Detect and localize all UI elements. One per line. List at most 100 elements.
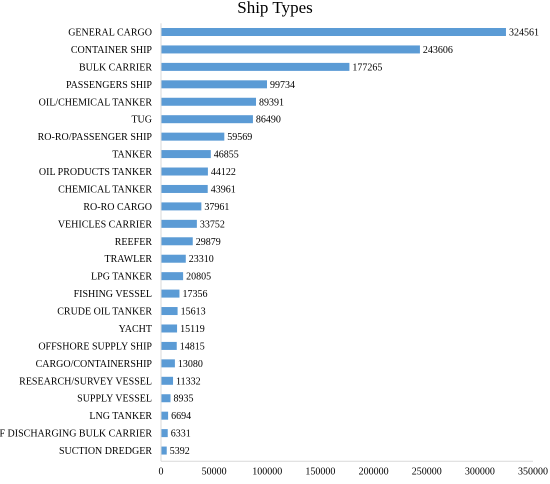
bar-group: OFFSHORE SUPPLY SHIP 14815 [38,341,204,352]
bar [161,28,506,36]
bar [161,62,350,71]
bar-group: LPG TANKER 20805 [91,272,211,283]
category-label: SUCTION DREDGER [59,446,152,457]
x-tick-label: 300000 [465,466,495,477]
category-label: OIL/CHEMICAL TANKER [39,97,153,108]
bar-group: FISHING VESSEL 17356 [74,289,208,300]
category-label: RO-RO CARGO [83,202,152,213]
category-label: CHEMICAL TANKER [58,184,152,195]
data-label: 243606 [423,45,453,56]
bar [161,132,225,141]
bar [161,324,178,333]
bar-group: GENERAL CARGO 324561 [68,28,539,39]
x-tick-label: 250000 [412,466,442,477]
bar-group: LNG TANKER 6694 [89,411,191,422]
data-label: 11332 [176,376,201,387]
data-label: 6331 [171,429,191,440]
category-label: CONTAINER SHIP [71,45,153,56]
category-label: RO-RO/PASSENGER SHIP [38,132,153,143]
bar [161,289,180,298]
x-tick-label: 0 [159,466,164,477]
category-label: OFFSHORE SUPPLY SHIP [38,341,152,352]
category-label: SELF DISCHARGING BULK CARRIER [0,429,152,440]
bar [161,376,174,385]
bar-group: CHEMICAL TANKER 43961 [58,184,236,195]
data-label: 59569 [227,132,252,143]
bar-group: SUCTION DREDGER 5392 [59,446,190,457]
bar-group: TANKER 46855 [112,150,239,161]
bar [161,115,253,124]
bar [161,394,171,403]
category-label: FISHING VESSEL [74,289,152,300]
bar [161,167,208,176]
bar-group: CARGO/CONTAINERSHIP 13080 [36,359,203,370]
data-label: 8935 [174,394,194,405]
category-label: OIL PRODUCTS TANKER [39,167,152,178]
bar [161,341,177,350]
category-label: PASSENGERS SHIP [66,80,152,91]
category-label: CARGO/CONTAINERSHIP [36,359,153,370]
x-tick-label: 100000 [252,466,282,477]
bar [161,307,178,316]
data-label: 99734 [270,80,295,91]
bar-group: RO-RO CARGO 37961 [83,202,229,213]
data-label: 15613 [181,307,206,318]
data-label: 6694 [171,411,191,422]
data-label: 46855 [214,150,239,161]
bar-group: VEHICLES CARRIER 33752 [58,219,225,230]
x-tick-label: 150000 [305,466,335,477]
x-tick-label: 350000 [518,466,548,477]
data-label: 15119 [180,324,205,335]
x-ticks-layer: 0 50000 100000 150000 200000 250000 300000 3500… [159,466,549,477]
category-label: TUG [131,115,152,126]
bar [161,97,257,106]
bar [161,272,184,281]
category-label: YACHT [119,324,152,335]
bar [161,150,211,159]
data-label: 17356 [182,289,207,300]
bar-group: RESEARCH/SURVEY VESSEL 11332 [19,376,201,387]
category-label: LNG TANKER [89,411,152,422]
bar [161,446,167,455]
bar-group: CONTAINER SHIP 243606 [71,45,453,56]
data-label: 37961 [204,202,229,213]
category-label: TANKER [112,150,152,161]
bar [161,254,186,263]
bar-group: RO-RO/PASSENGER SHIP 59569 [38,132,253,143]
bar [161,45,420,54]
bar-group: TUG 86490 [131,115,280,126]
bar [161,429,168,438]
bar-group: BULK CARRIER 177265 [79,62,382,73]
category-label: VEHICLES CARRIER [58,219,153,230]
category-label: SUPPLY VESSEL [77,394,152,405]
category-label: CRUDE OIL TANKER [57,307,152,318]
bar [161,80,267,89]
bar-group: REEFER 29879 [115,237,221,248]
data-label: 23310 [189,254,214,265]
bar [161,359,175,368]
chart-title: Ship Types [237,0,312,17]
bar-group: YACHT 15119 [119,324,205,335]
data-label: 89391 [259,97,284,108]
bars-layer: GENERAL CARGO 324561 CONTAINER SHIP 243606 B… [0,28,539,458]
data-label: 44122 [211,167,236,178]
bar [161,237,193,246]
bar-group: SELF DISCHARGING BULK CARRIER 6331 [0,429,191,440]
bar-group: TRAWLER 23310 [104,254,213,265]
x-tick-label: 200000 [359,466,389,477]
bar-group: CRUDE OIL TANKER 15613 [57,307,205,318]
category-label: TRAWLER [104,254,152,265]
category-label: BULK CARRIER [79,62,152,73]
data-label: 43961 [211,184,236,195]
data-label: 33752 [200,219,225,230]
category-label: REEFER [115,237,153,248]
data-label: 86490 [256,115,281,126]
bar [161,202,202,211]
category-label: GENERAL CARGO [68,28,152,39]
data-label: 177265 [352,62,382,73]
bar-group: OIL/CHEMICAL TANKER 89391 [39,97,284,108]
bar [161,219,197,228]
bar-group: PASSENGERS SHIP 99734 [66,80,295,91]
x-tick-label: 50000 [202,466,227,477]
